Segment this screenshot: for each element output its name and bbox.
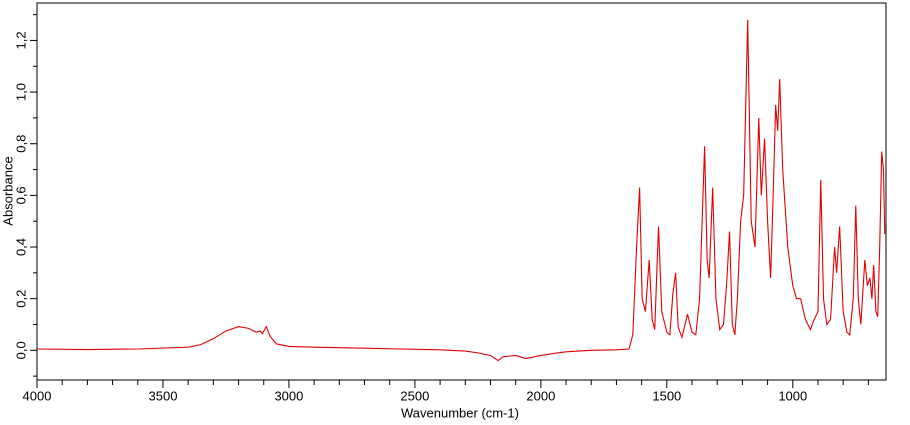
y-tick-label: 0,8: [13, 135, 28, 153]
x-tick-label: 2500: [400, 388, 429, 403]
y-tick-label: 1,0: [13, 83, 28, 101]
y-tick-label: 1,2: [13, 31, 28, 49]
x-tick-label: 3000: [274, 388, 303, 403]
y-tick-label: 0,4: [13, 238, 28, 256]
spectrum-line: [36, 19, 886, 362]
y-tick-label: 0,6: [13, 186, 28, 204]
x-tick-label: 4000: [23, 388, 52, 403]
x-tick-label: 2000: [526, 388, 555, 403]
x-tick-label: 3500: [149, 388, 178, 403]
x-tick-label: 1000: [778, 388, 807, 403]
plot-frame: [36, 2, 887, 381]
y-axis-label: Absorbance: [0, 156, 15, 225]
y-tick-label: 0,2: [13, 290, 28, 308]
x-tick-label: 1500: [652, 388, 681, 403]
y-tick-label: 0,0: [13, 341, 28, 359]
x-axis-label: Wavenumber (cm-1): [401, 405, 519, 420]
